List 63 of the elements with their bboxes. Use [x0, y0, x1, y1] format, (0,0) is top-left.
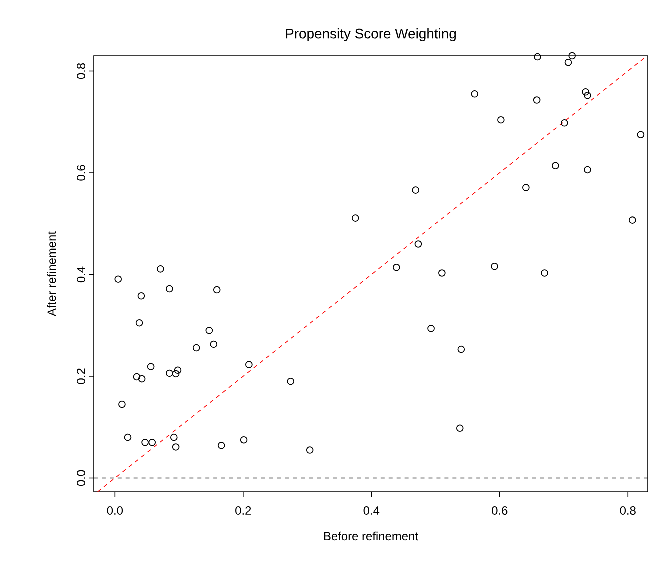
y-tick-label: 0.6: [77, 165, 86, 181]
point: [148, 439, 156, 446]
point: [541, 270, 548, 277]
point: [352, 214, 360, 222]
point: [414, 240, 422, 248]
point: [458, 346, 466, 354]
point: [534, 53, 542, 61]
point: [172, 444, 180, 451]
point: [428, 325, 435, 332]
x-tick-label: 0.8: [620, 506, 636, 515]
point: [456, 424, 464, 432]
point: [582, 88, 590, 96]
y-tick-label: 0.4: [77, 266, 86, 283]
point: [136, 319, 144, 327]
point: [157, 266, 164, 273]
point: [498, 116, 505, 124]
point: [172, 370, 180, 378]
point: [213, 286, 221, 294]
point: [564, 58, 572, 66]
point: [133, 373, 141, 381]
point: [166, 370, 174, 378]
x-axis-title: Before refinement: [324, 532, 418, 541]
y-axis-title: After refinement: [47, 232, 56, 317]
point: [138, 292, 146, 300]
point: [560, 120, 568, 127]
point: [246, 361, 253, 368]
y-tick-label: 0.2: [77, 368, 86, 384]
point: [393, 264, 400, 272]
y-tick-label: 0.0: [77, 470, 86, 486]
point: [192, 344, 200, 352]
point: [170, 434, 178, 442]
x-tick-label: 0.6: [492, 506, 508, 515]
point: [142, 439, 149, 446]
point: [584, 92, 592, 100]
point: [287, 378, 294, 386]
point: [637, 131, 645, 139]
point: [166, 285, 174, 293]
point: [568, 52, 576, 60]
point: [306, 446, 314, 454]
point: [438, 270, 446, 277]
y-tick-label: 0.8: [77, 63, 86, 80]
point: [118, 400, 126, 408]
point: [124, 434, 132, 442]
point: [412, 186, 420, 194]
point: [584, 166, 592, 174]
point: [210, 340, 218, 348]
point: [147, 363, 155, 370]
point: [138, 375, 146, 383]
x-tick-label: 0.2: [236, 506, 252, 515]
point: [533, 96, 541, 104]
point: [628, 216, 636, 224]
x-tick-label: 0.4: [364, 506, 380, 515]
point: [174, 366, 182, 374]
point: [240, 436, 248, 444]
point: [522, 184, 530, 192]
point: [552, 162, 560, 170]
point: [471, 90, 479, 98]
point: [206, 327, 214, 334]
point: [114, 276, 122, 283]
point: [491, 262, 498, 270]
chart-title: Propensity Score Weighting: [286, 28, 456, 42]
point: [218, 442, 226, 450]
x-tick-label: 0.0: [107, 506, 124, 515]
